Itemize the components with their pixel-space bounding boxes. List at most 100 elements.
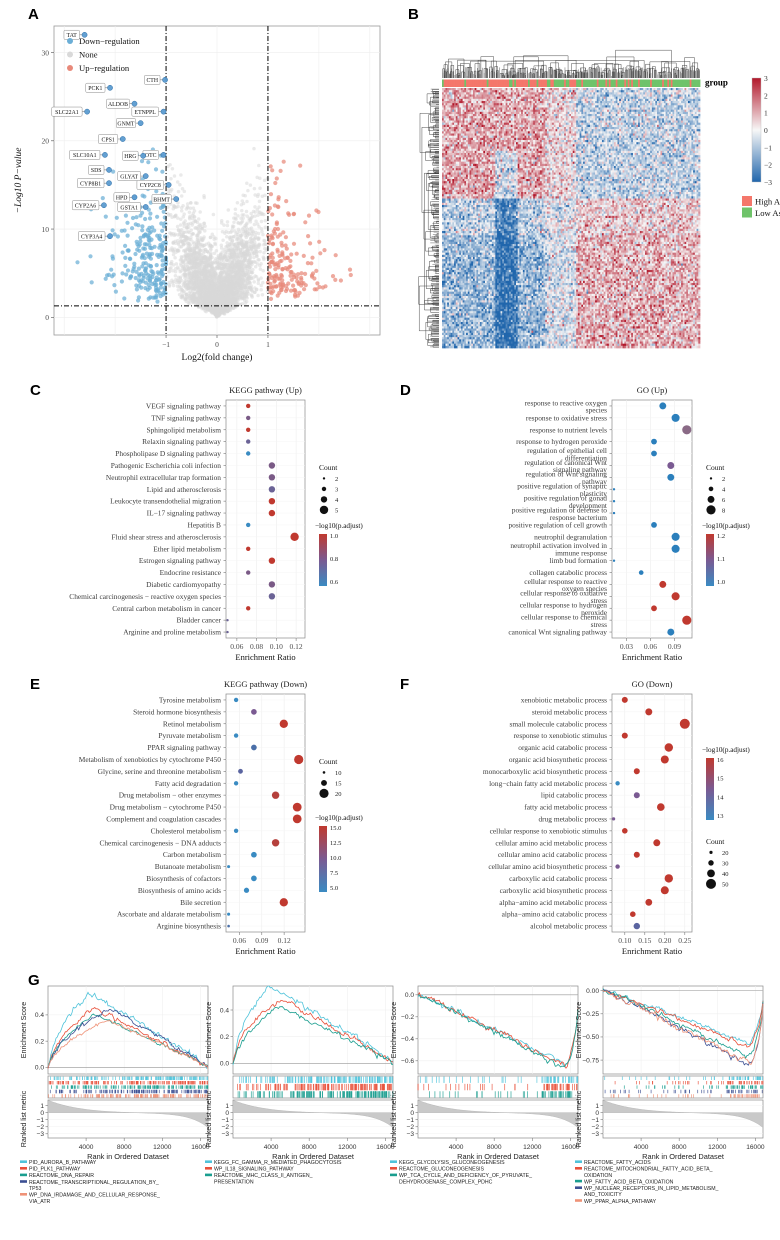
gsea-legend-label: WP_TCA_CYCLE_AND_DEFICIENCY_OF_PYRUVATE_… <box>399 1173 532 1185</box>
term-label: alcohol metabolic process <box>530 922 607 931</box>
gsea-curve <box>47 1019 209 1070</box>
x-tick: 0.03 <box>620 642 633 651</box>
count-legend-label: 50 <box>722 882 729 889</box>
enrichment-dot <box>246 546 251 551</box>
gsea-metric-tick: 1 <box>595 1103 599 1110</box>
count-legend-label: 15 <box>335 781 342 788</box>
enrichment-dot <box>633 851 640 858</box>
term-label: PPAR signaling pathway <box>147 743 221 752</box>
enrichment-dot <box>238 768 243 774</box>
gsea-x-tick: 4000 <box>264 1144 279 1151</box>
gene-label: HRG <box>124 154 136 160</box>
enrichment-dot <box>246 606 251 611</box>
enrichment-dot <box>251 709 257 715</box>
x-tick: 0.20 <box>658 936 671 945</box>
term-label: regulation of canonical Wnt signaling pat… <box>524 458 608 474</box>
gsea-x-tick: 12000 <box>523 1144 542 1151</box>
enrichment-dot <box>657 803 665 811</box>
enrichment-dot <box>667 462 675 469</box>
enrichment-dot <box>227 912 231 916</box>
color-legend-bar <box>706 758 714 820</box>
gene-label: PCK1 <box>88 86 102 92</box>
count-legend-label: 40 <box>722 871 729 878</box>
term-label: monocarboxylic acid biosynthetic process <box>483 767 607 776</box>
group-swatch <box>742 196 752 206</box>
gene-label: CYP2A6 <box>75 204 96 210</box>
gsea-legend-label: WP_FATTY_ACID_BETA_OXIDATION <box>584 1179 674 1185</box>
term-label: collagen catabolic process <box>529 568 607 577</box>
gene-label: GSTA1 <box>120 205 138 211</box>
enrichment-dot <box>633 922 640 930</box>
term-label: Endocrine resistance <box>160 568 222 577</box>
enrichment-dot <box>268 581 276 588</box>
enrichment-dot <box>268 593 276 600</box>
term-label: limb bud formation <box>550 556 608 565</box>
y-tick: 10 <box>42 225 50 234</box>
plot-title: GO (Down) <box>632 679 673 689</box>
term-label: Bile secretion <box>180 898 221 907</box>
color-legend-tick: 16 <box>717 757 724 764</box>
ranked-metric-area <box>417 1100 579 1129</box>
term-label: Cholesterol metabolism <box>151 826 222 835</box>
enrichment-dot <box>612 559 616 562</box>
count-legend-dot <box>706 505 716 515</box>
enrichment-dot <box>671 592 680 601</box>
term-label: Retinol metabolism <box>163 719 221 728</box>
enrichment-dot <box>612 488 616 491</box>
gsea-metric-tick: −2 <box>36 1124 44 1131</box>
x-tick: 0.06 <box>233 936 246 945</box>
enrichment-dot <box>682 425 692 435</box>
color-legend-bar <box>319 826 327 892</box>
enrichment-dot <box>271 839 280 847</box>
enrichment-dot <box>660 886 669 895</box>
ranked-metric-area <box>47 1100 209 1129</box>
gsea-legend-label: WP_NUCLEAR_RECEPTORS_IN_LIPID_METABOLISM… <box>584 1186 719 1198</box>
gsea-metric-tick: −1 <box>406 1117 414 1124</box>
enrichment-dot <box>246 570 251 575</box>
x-tick: 0 <box>215 340 219 349</box>
count-legend-dot <box>708 486 714 492</box>
group-swatch <box>742 207 752 218</box>
gsea-x-tick: 4000 <box>79 1144 94 1151</box>
count-legend-dot <box>319 505 329 515</box>
colorbar-tick: −2 <box>764 161 772 170</box>
count-legend-label: 5 <box>335 508 338 515</box>
enrichment-dot <box>679 718 690 729</box>
heatmap-colorbar <box>751 77 762 183</box>
color-legend-tick: 13 <box>717 813 724 820</box>
enrichment-dot <box>243 887 250 893</box>
color-legend-title: −log10(p.adjust) <box>702 746 750 754</box>
enrichment-dot <box>246 415 251 421</box>
enrichment-dot <box>645 708 653 716</box>
clustered-heatmap: group 3 2 1 0 −1 −2 −3 High Asn Low Asn <box>418 49 780 349</box>
group-legend-title: group <box>705 78 728 88</box>
term-label: IL−17 signaling pathway <box>147 509 222 518</box>
gsea-legend-swatch <box>575 1167 582 1170</box>
gsea-x-tick: 16000 <box>561 1144 580 1151</box>
color-legend-tick: 1.0 <box>330 533 338 540</box>
gsea-panel: 0.0 0.2 0.4 1 0 −1 −2 −3 4000 8000 12000 16000 Rank … <box>0 978 780 1240</box>
count-legend-title: Count <box>706 837 725 846</box>
x-tick: 0.06 <box>644 642 657 651</box>
term-label: response to nutrient levels <box>530 425 608 434</box>
term-label: Estrogen signaling pathway <box>139 556 221 565</box>
gene-label: GNMT <box>117 121 135 127</box>
count-legend-label: 4 <box>722 487 726 494</box>
enrichment-dot <box>233 733 239 738</box>
gene-label: TAT <box>67 33 78 39</box>
term-label: long−chain fatty acid metabolic process <box>489 779 607 788</box>
enrichment-dot <box>622 828 628 834</box>
gsea-legend-label: WP_IL18_SIGNALING_PATHWAY <box>214 1167 294 1173</box>
count-legend-title: Count <box>319 463 338 472</box>
gsea-x-tick: 12000 <box>153 1144 172 1151</box>
term-label: response to xenobiotic stimulus <box>514 731 608 740</box>
enrichment-dot <box>682 615 692 625</box>
term-label: Glycine, serine and threonine metabolism <box>98 767 222 776</box>
x-tick: 0.10 <box>270 642 283 651</box>
gsea-x-tick: 8000 <box>302 1144 317 1151</box>
term-label: lipid catabolic process <box>541 791 607 800</box>
ranked-metric-area <box>602 1100 764 1129</box>
colorbar-tick: 2 <box>764 91 768 100</box>
x-tick: 0.25 <box>678 936 691 945</box>
x-tick: 0.09 <box>668 642 681 651</box>
